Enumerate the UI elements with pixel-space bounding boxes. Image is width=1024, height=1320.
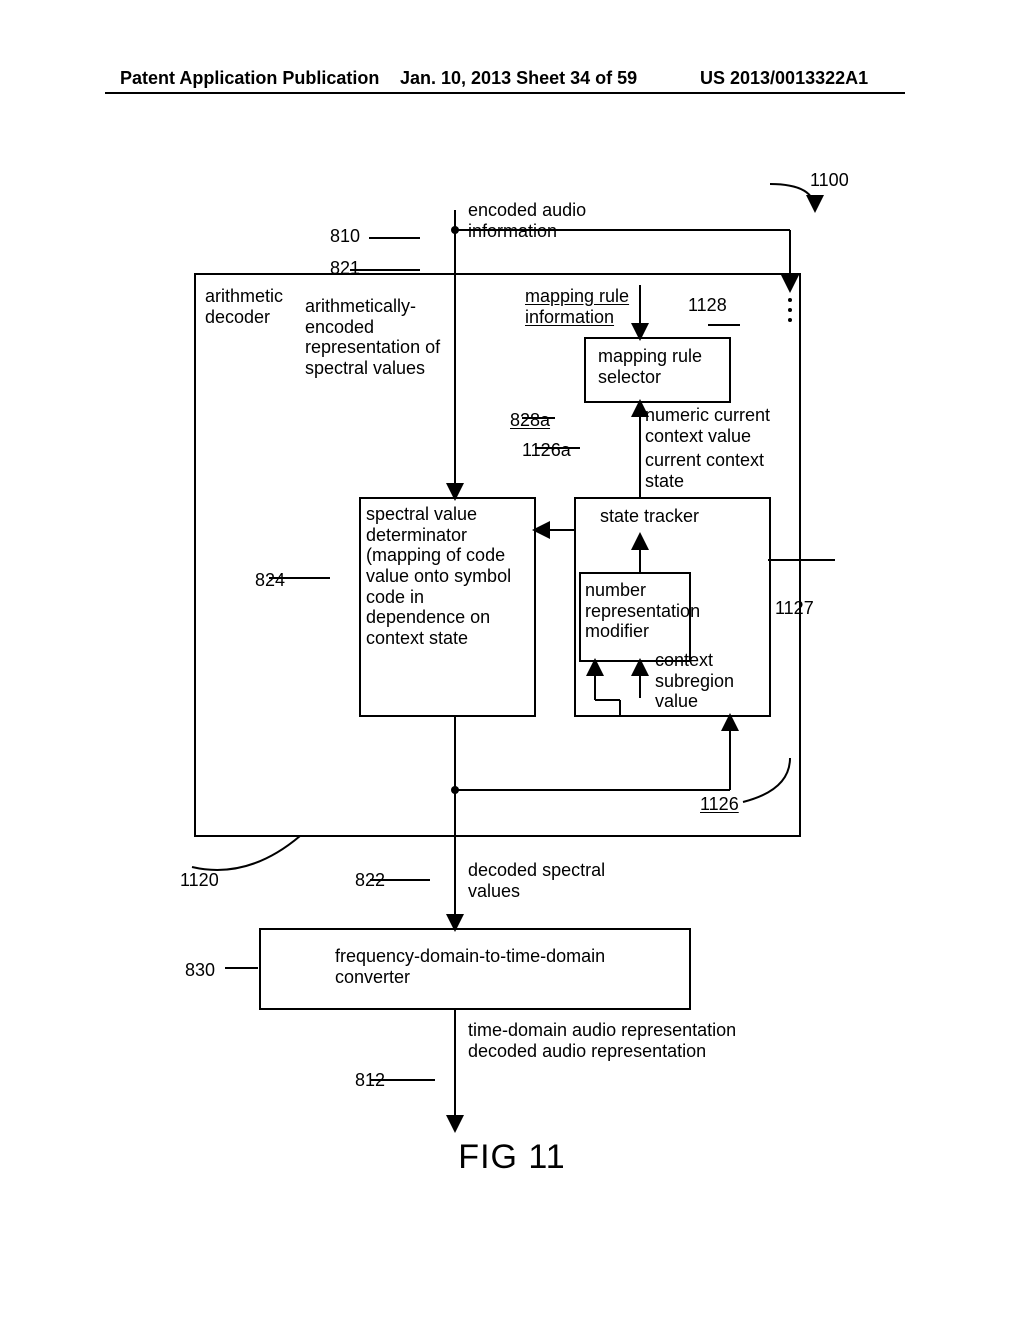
label-decoded_spectral_values: decoded spectral values: [468, 860, 605, 901]
label-encoded_audio_info: encoded audio information: [468, 200, 586, 241]
label-ref_828a: 828a: [510, 410, 550, 431]
figure-title: FIG 11: [0, 1138, 1024, 1177]
label-mapping_rule_info: mapping rule information: [525, 286, 629, 327]
diagram-svg: [0, 0, 1024, 1320]
junction-dot: [451, 786, 459, 794]
label-spectral_value_determinator: spectral value determinator (mapping of …: [366, 504, 511, 649]
label-ref_810: 810: [330, 226, 360, 247]
label-ref_830: 830: [185, 960, 215, 981]
leader-curve: [192, 836, 300, 870]
leader-curve: [770, 184, 815, 210]
leader-curve: [743, 758, 790, 802]
label-number_repr_modifier: number representation modifier: [585, 580, 700, 642]
label-arith_encoded_repr: arithmetically- encoded representation o…: [305, 296, 440, 379]
label-ref_812: 812: [355, 1070, 385, 1091]
label-fdtd_converter: frequency-domain-to-time-domain converte…: [335, 946, 605, 987]
label-ref_1128: 1128: [688, 295, 727, 316]
label-state_tracker: state tracker: [600, 506, 699, 527]
label-mapping_rule_selector: mapping rule selector: [598, 346, 702, 387]
label-current_context_state: current context state: [645, 450, 764, 491]
junction-dot: [451, 226, 459, 234]
label-arith_decoder: arithmetic decoder: [205, 286, 283, 327]
label-ref_822: 822: [355, 870, 385, 891]
label-ref_1100: 1100: [810, 170, 849, 191]
junction-dot: [788, 308, 792, 312]
label-time_domain_audio: time-domain audio representation decoded…: [468, 1020, 736, 1061]
label-numeric_current_context: numeric current context value: [645, 405, 770, 446]
label-ref_1126a: 1126a: [522, 440, 571, 461]
label-ref_821: 821: [330, 258, 360, 279]
label-ref_1120: 1120: [180, 870, 219, 891]
label-ref_824: 824: [255, 570, 285, 591]
label-context_subregion_value: context subregion value: [655, 650, 734, 712]
junction-dot: [788, 298, 792, 302]
label-ref_1126: 1126: [700, 794, 739, 815]
junction-dot: [788, 318, 792, 322]
label-ref_1127: 1127: [775, 598, 814, 619]
